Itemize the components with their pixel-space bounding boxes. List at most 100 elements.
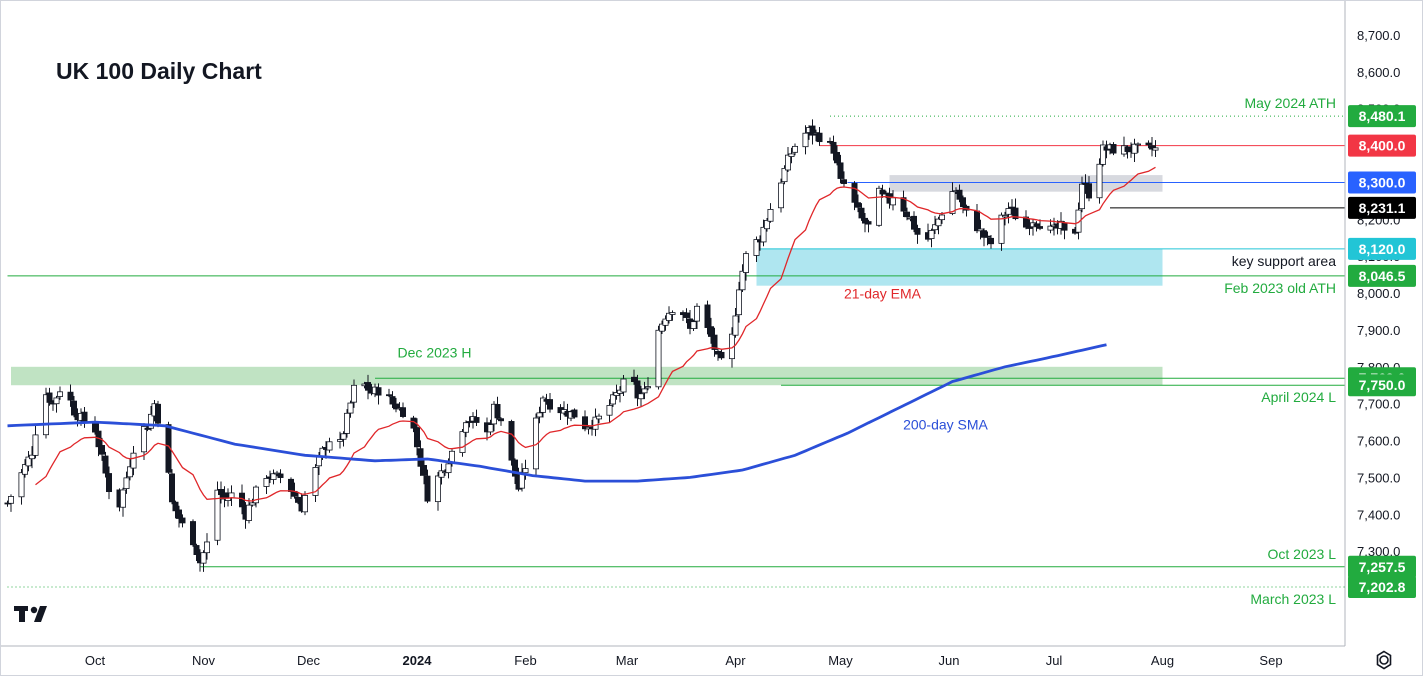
price-badge	[1348, 264, 1416, 287]
candle-body	[375, 387, 382, 396]
candle-body	[273, 472, 280, 475]
candle-body	[123, 477, 130, 489]
price-badge	[1348, 555, 1416, 578]
candle-body	[21, 464, 28, 475]
price-badge	[1348, 374, 1416, 397]
candle-body	[1047, 225, 1054, 231]
candle-body	[312, 467, 319, 496]
series-sma-200	[7, 343, 1107, 483]
candle-body	[711, 334, 718, 350]
candle-body	[1075, 209, 1082, 233]
candle-body	[981, 230, 988, 238]
candle-body	[459, 431, 466, 453]
candle-body	[445, 463, 452, 474]
candle-body	[1100, 144, 1107, 165]
candle-body	[221, 492, 228, 500]
y-tick-label: 8,600.0	[1357, 65, 1400, 80]
candle-body	[547, 399, 554, 410]
candle-body	[165, 424, 172, 473]
price-badge-label: 8,046.5	[1359, 268, 1406, 284]
price-badge	[1348, 196, 1416, 219]
candle-body	[788, 153, 795, 157]
candle-body	[326, 441, 333, 451]
candle-body	[620, 378, 627, 393]
candle-body	[25, 456, 32, 467]
y-tick-label: 7,400.0	[1357, 507, 1400, 522]
candle-body	[294, 496, 301, 503]
annotation-2: 200-day SMA	[903, 416, 988, 432]
candle-body	[708, 326, 715, 337]
level-note: April 2024 L	[1261, 389, 1336, 405]
candle-body	[347, 402, 354, 414]
candle-body	[67, 391, 74, 401]
candle-body	[1086, 183, 1093, 199]
candle-body	[1012, 207, 1019, 220]
candle-body	[862, 217, 869, 224]
candle-body	[785, 154, 792, 171]
candle-body	[606, 405, 613, 416]
candle-body	[448, 450, 455, 463]
x-tick-label: Feb	[514, 653, 536, 668]
candle-body	[809, 125, 816, 136]
candle-body	[217, 489, 224, 496]
candle-body	[413, 427, 420, 448]
price-badge-label: 7,202.8	[1359, 579, 1406, 595]
y-tick-label: 8,000.0	[1357, 286, 1400, 301]
candle-body	[512, 459, 519, 477]
candle-body	[666, 312, 673, 321]
candle-body	[1124, 146, 1131, 152]
candle-body	[904, 211, 911, 218]
candle-body	[487, 424, 494, 433]
badges-layer: 8,480.1 8,400.0 8,300.0 8,231.1 8,120.0 8,046…	[1348, 105, 1416, 598]
candle-body	[508, 421, 515, 461]
price-badge-label: 8,480.1	[1359, 108, 1406, 124]
candle-body	[988, 237, 995, 245]
candle-body	[634, 380, 641, 399]
candle-body	[911, 215, 918, 230]
candle-body	[827, 140, 834, 143]
candle-body	[767, 209, 774, 222]
candle-body	[1061, 222, 1068, 231]
candle-body	[1110, 144, 1117, 154]
price-badge	[1348, 105, 1416, 128]
price-badge-label: 7,257.5	[1359, 559, 1406, 575]
candle-body	[536, 412, 543, 418]
candle-body	[392, 403, 399, 410]
candle-body	[760, 226, 767, 243]
x-tick-label: 2024	[403, 653, 433, 668]
candle-body	[245, 504, 252, 521]
candle-body	[914, 227, 921, 235]
candle-body	[540, 397, 547, 413]
settings-gear-icon[interactable]	[1374, 650, 1394, 670]
candle-body	[462, 422, 469, 433]
candle-body	[102, 455, 109, 474]
price-badge	[1348, 237, 1416, 260]
candle-body	[974, 210, 981, 232]
candle-body	[1135, 143, 1142, 146]
candle-body	[610, 394, 617, 405]
candle-body	[92, 423, 99, 433]
y-tick-label: 8,700.0	[1357, 28, 1400, 43]
candle-body	[350, 384, 357, 403]
candle-body	[46, 392, 53, 403]
candle-body	[140, 426, 147, 453]
y-tick-label: 7,300.0	[1357, 544, 1400, 559]
candle-body	[519, 471, 526, 489]
candle-body	[533, 417, 540, 470]
candle-body	[99, 445, 106, 455]
candle-body	[1079, 183, 1086, 210]
candle-body	[522, 468, 529, 474]
candle-body	[127, 466, 134, 478]
annotation-0: Dec 2023 H	[398, 345, 472, 361]
candle-body	[336, 439, 343, 442]
candle-body	[43, 394, 50, 436]
level-note: May 2024 ATH	[1244, 95, 1336, 111]
zones-layer	[11, 175, 1163, 386]
candle-body	[683, 312, 690, 318]
x-tick-label: Mar	[616, 653, 639, 668]
x-tick-label: Oct	[85, 653, 106, 668]
candle-body	[984, 235, 991, 238]
candle-body	[1149, 145, 1156, 150]
candle-body	[571, 409, 578, 418]
